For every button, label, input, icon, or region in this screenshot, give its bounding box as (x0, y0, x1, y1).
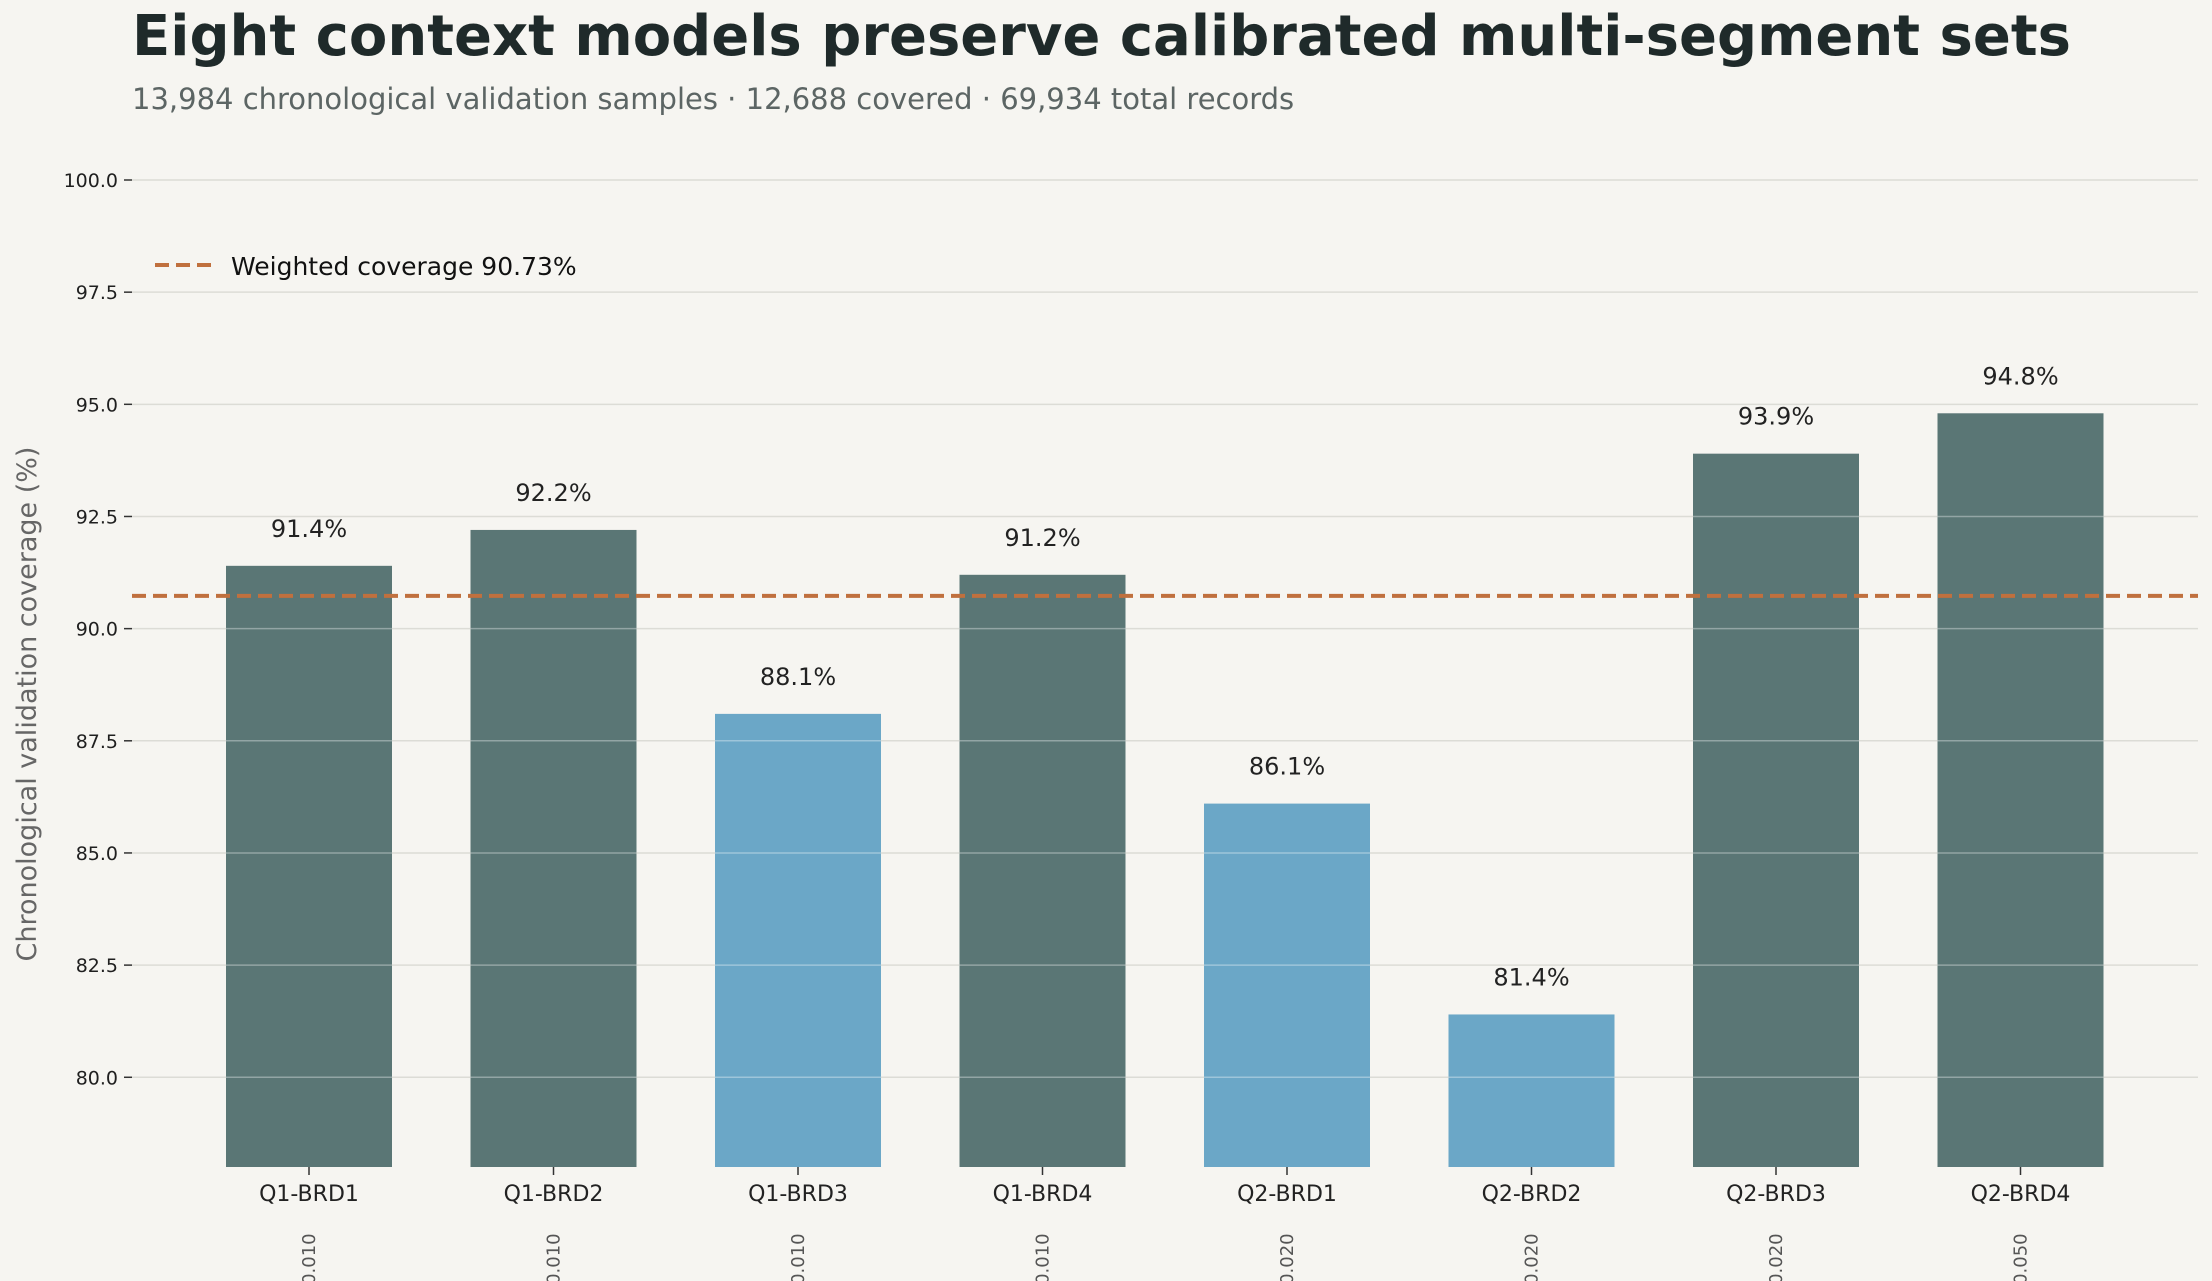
x-tick-label: Q1-BRD4 (993, 1182, 1093, 1207)
bar-value-label: 88.1% (760, 663, 836, 691)
bar-value-label: 92.2% (515, 479, 591, 507)
y-tick-label: 92.5 (76, 506, 118, 528)
y-tick-label: 85.0 (76, 843, 118, 865)
bar-value-label: 91.2% (1004, 524, 1080, 552)
x-tick-label: Q1-BRD1 (259, 1182, 359, 1207)
y-tick-label: 80.0 (76, 1067, 118, 1089)
bar-q2-brd4 (1937, 413, 2104, 1168)
legend-reference-label: Weighted coverage 90.73% (231, 252, 577, 281)
x-tick-label: Q2-BRD1 (1237, 1182, 1337, 1207)
y-axis: 80.0 82.5 85.0 87.5 90.0 92.5 95.0 97.5 100.0 (64, 170, 132, 1089)
chart-title: Eight context models preserve calibrated… (132, 4, 2071, 69)
x-sublabel: L 0.050 (2011, 1233, 2032, 1281)
x-tick-label: Q1-BRD3 (748, 1182, 848, 1207)
bars (226, 413, 2104, 1168)
y-tick-label: 87.5 (76, 731, 118, 753)
bar-q1-brd2 (470, 529, 637, 1167)
x-sublabel: L 0.010 (299, 1233, 320, 1281)
y-tick-label: 95.0 (76, 394, 118, 416)
grid-lines (132, 179, 2198, 1079)
bar-value-label: 94.8% (1982, 362, 2058, 390)
x-sublabel: L 0.010 (1033, 1233, 1054, 1281)
legend: Weighted coverage 90.73% (155, 252, 577, 281)
bar-q2-brd2 (1448, 1014, 1615, 1167)
y-tick-label: 100.0 (64, 170, 118, 192)
bar-value-label: 81.4% (1493, 963, 1569, 991)
x-tick-label: Q2-BRD3 (1726, 1182, 1826, 1207)
bar-value-label: 91.4% (271, 515, 347, 543)
x-sublabel: L 0.020 (1522, 1233, 1543, 1281)
bar-value-label: 86.1% (1249, 753, 1325, 781)
bar-q2-brd3 (1693, 453, 1859, 1167)
x-tick-label: Q2-BRD4 (1971, 1182, 2071, 1207)
y-tick-label: 90.0 (76, 619, 118, 641)
bar-value-label: 93.9% (1738, 403, 1814, 431)
bar-q1-brd3 (715, 713, 881, 1167)
bar-q1-brd4 (959, 574, 1126, 1167)
x-sublabel: L 0.010 (788, 1233, 809, 1281)
x-tick-label: Q2-BRD2 (1482, 1182, 1582, 1207)
x-sublabel: L 0.010 (544, 1233, 565, 1281)
y-tick-label: 97.5 (76, 282, 118, 304)
x-sublabel: L 0.020 (1277, 1233, 1298, 1281)
x-sublabel: L 0.020 (1766, 1233, 1787, 1281)
y-axis-label: Chronological validation coverage (%) (12, 447, 43, 962)
bar-q1-brd1 (226, 565, 392, 1167)
y-tick-label: 82.5 (76, 955, 118, 977)
data-labels: 91.4% 92.2% 88.1% 91.2% 86.1% 81.4% 93.9% 94.8% (271, 362, 2059, 991)
chart-subtitle: 13,984 chronological validation samples … (132, 82, 1295, 116)
x-axis: Q1-BRD1 L 0.010 Q1-BRD2 L 0.010 Q1-BRD3 L 0.0… (259, 1167, 2070, 1281)
x-tick-label: Q1-BRD2 (504, 1182, 604, 1207)
bar-q2-brd1 (1204, 803, 1370, 1167)
